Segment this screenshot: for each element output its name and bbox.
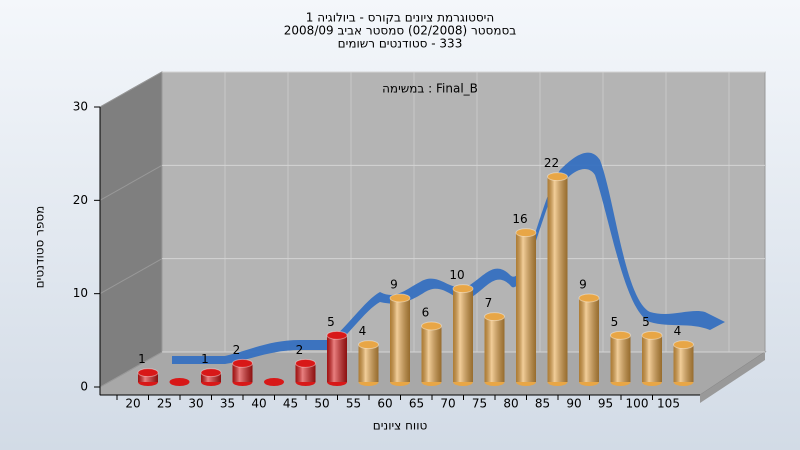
bar-shine: [138, 372, 158, 382]
bar-shine: [673, 344, 694, 382]
y-tick-label: 30: [73, 100, 88, 114]
bar-shine: [295, 363, 316, 382]
bar-cap: [232, 358, 253, 368]
bar-cap: [137, 368, 159, 378]
bar-shine: [642, 335, 662, 382]
x-axis-label: טווח ציונים: [373, 419, 428, 433]
x-tick-label: 45: [283, 397, 298, 411]
data-label: 1: [138, 352, 146, 366]
data-label: 16: [512, 212, 527, 226]
x-tick-label: 90: [566, 397, 581, 411]
bar-shine: [484, 316, 505, 382]
chart-title: בסמסטר (02/2008) סמסטר אביב 2008/09: [284, 24, 516, 38]
data-label: 9: [390, 278, 398, 292]
bar-cap: [389, 293, 411, 303]
data-label: 2: [296, 343, 304, 357]
chart-title: 333 - סטודנטים רשומים: [338, 37, 463, 51]
bar-shine: [453, 288, 473, 382]
y-tick-label: 0: [80, 380, 88, 394]
data-label: 1: [201, 352, 209, 366]
bar-shine: [390, 298, 410, 382]
data-label: 5: [611, 315, 619, 329]
x-tick-label: 80: [503, 397, 518, 411]
bar-cap: [295, 358, 316, 368]
back-wall-grid: [99, 71, 765, 388]
bar-cap: [484, 312, 505, 322]
x-tick-label: 55: [346, 397, 361, 411]
grid-line: [99, 258, 163, 295]
bar-cap: [326, 330, 348, 340]
x-tick-label: 65: [409, 397, 424, 411]
left-wall: [99, 71, 163, 388]
x-tick-label: 75: [472, 397, 487, 411]
bar-shine: [201, 372, 221, 382]
bar-cap: [610, 330, 631, 340]
bar-shine: [610, 335, 631, 382]
data-label: 5: [642, 315, 650, 329]
bar-shine: [327, 335, 347, 382]
bar-shine: [579, 298, 599, 382]
x-tick-label: 100: [626, 397, 649, 411]
x-tick-label: 40: [251, 397, 266, 411]
bar-cap: [547, 172, 568, 182]
y-axis-label: מספר סטודנטים: [33, 206, 47, 289]
data-label: 9: [579, 278, 587, 292]
grid-line: [99, 164, 163, 201]
bar-cap: [421, 321, 442, 331]
bar-cap: [515, 228, 537, 238]
x-tick-label: 20: [125, 397, 140, 411]
data-label: 6: [422, 306, 430, 320]
x-tick-label: 50: [314, 397, 329, 411]
grid-line: [99, 71, 163, 108]
grid-line: [99, 351, 163, 388]
bar-shine: [547, 176, 568, 382]
bar-shine: [232, 363, 253, 382]
y-tick-label: 10: [73, 286, 88, 300]
x-tick-label: 85: [535, 397, 550, 411]
bar-shine: [421, 326, 442, 382]
x-tick-label: 25: [157, 397, 172, 411]
bar-cap: [452, 284, 474, 294]
bar-cap: [578, 293, 600, 303]
data-label: 4: [359, 324, 367, 338]
data-label: 7: [485, 296, 493, 310]
bar-base: [264, 378, 284, 386]
floor-edge: [700, 352, 765, 403]
bar-shine: [358, 344, 379, 382]
data-label: 22: [544, 156, 559, 170]
x-tick-label: 105: [657, 397, 680, 411]
x-tick-label: 95: [598, 397, 613, 411]
chart-title: היסטוגרמת ציונים בקורס - ביולוגיה 1: [306, 11, 494, 25]
x-tick-label: 70: [440, 397, 455, 411]
y-tick-label: 20: [73, 193, 88, 207]
bar-cap: [358, 340, 379, 350]
x-tick-label: 30: [188, 397, 203, 411]
data-label: 2: [233, 343, 241, 357]
bar-shine: [516, 232, 536, 382]
bar-cap: [673, 340, 694, 350]
annotation: Final_B : במשימה: [382, 82, 478, 96]
data-label: 5: [327, 315, 335, 329]
bar-cap: [200, 368, 222, 378]
bar-base: [169, 378, 190, 386]
x-tick-label: 60: [377, 397, 392, 411]
x-tick-label: 35: [220, 397, 235, 411]
data-label: 4: [674, 324, 682, 338]
bar-cap: [641, 330, 663, 340]
data-label: 10: [449, 268, 464, 282]
title-block: היסטוגרמת ציונים בקורס - ביולוגיה 1 בסמס…: [284, 11, 516, 51]
